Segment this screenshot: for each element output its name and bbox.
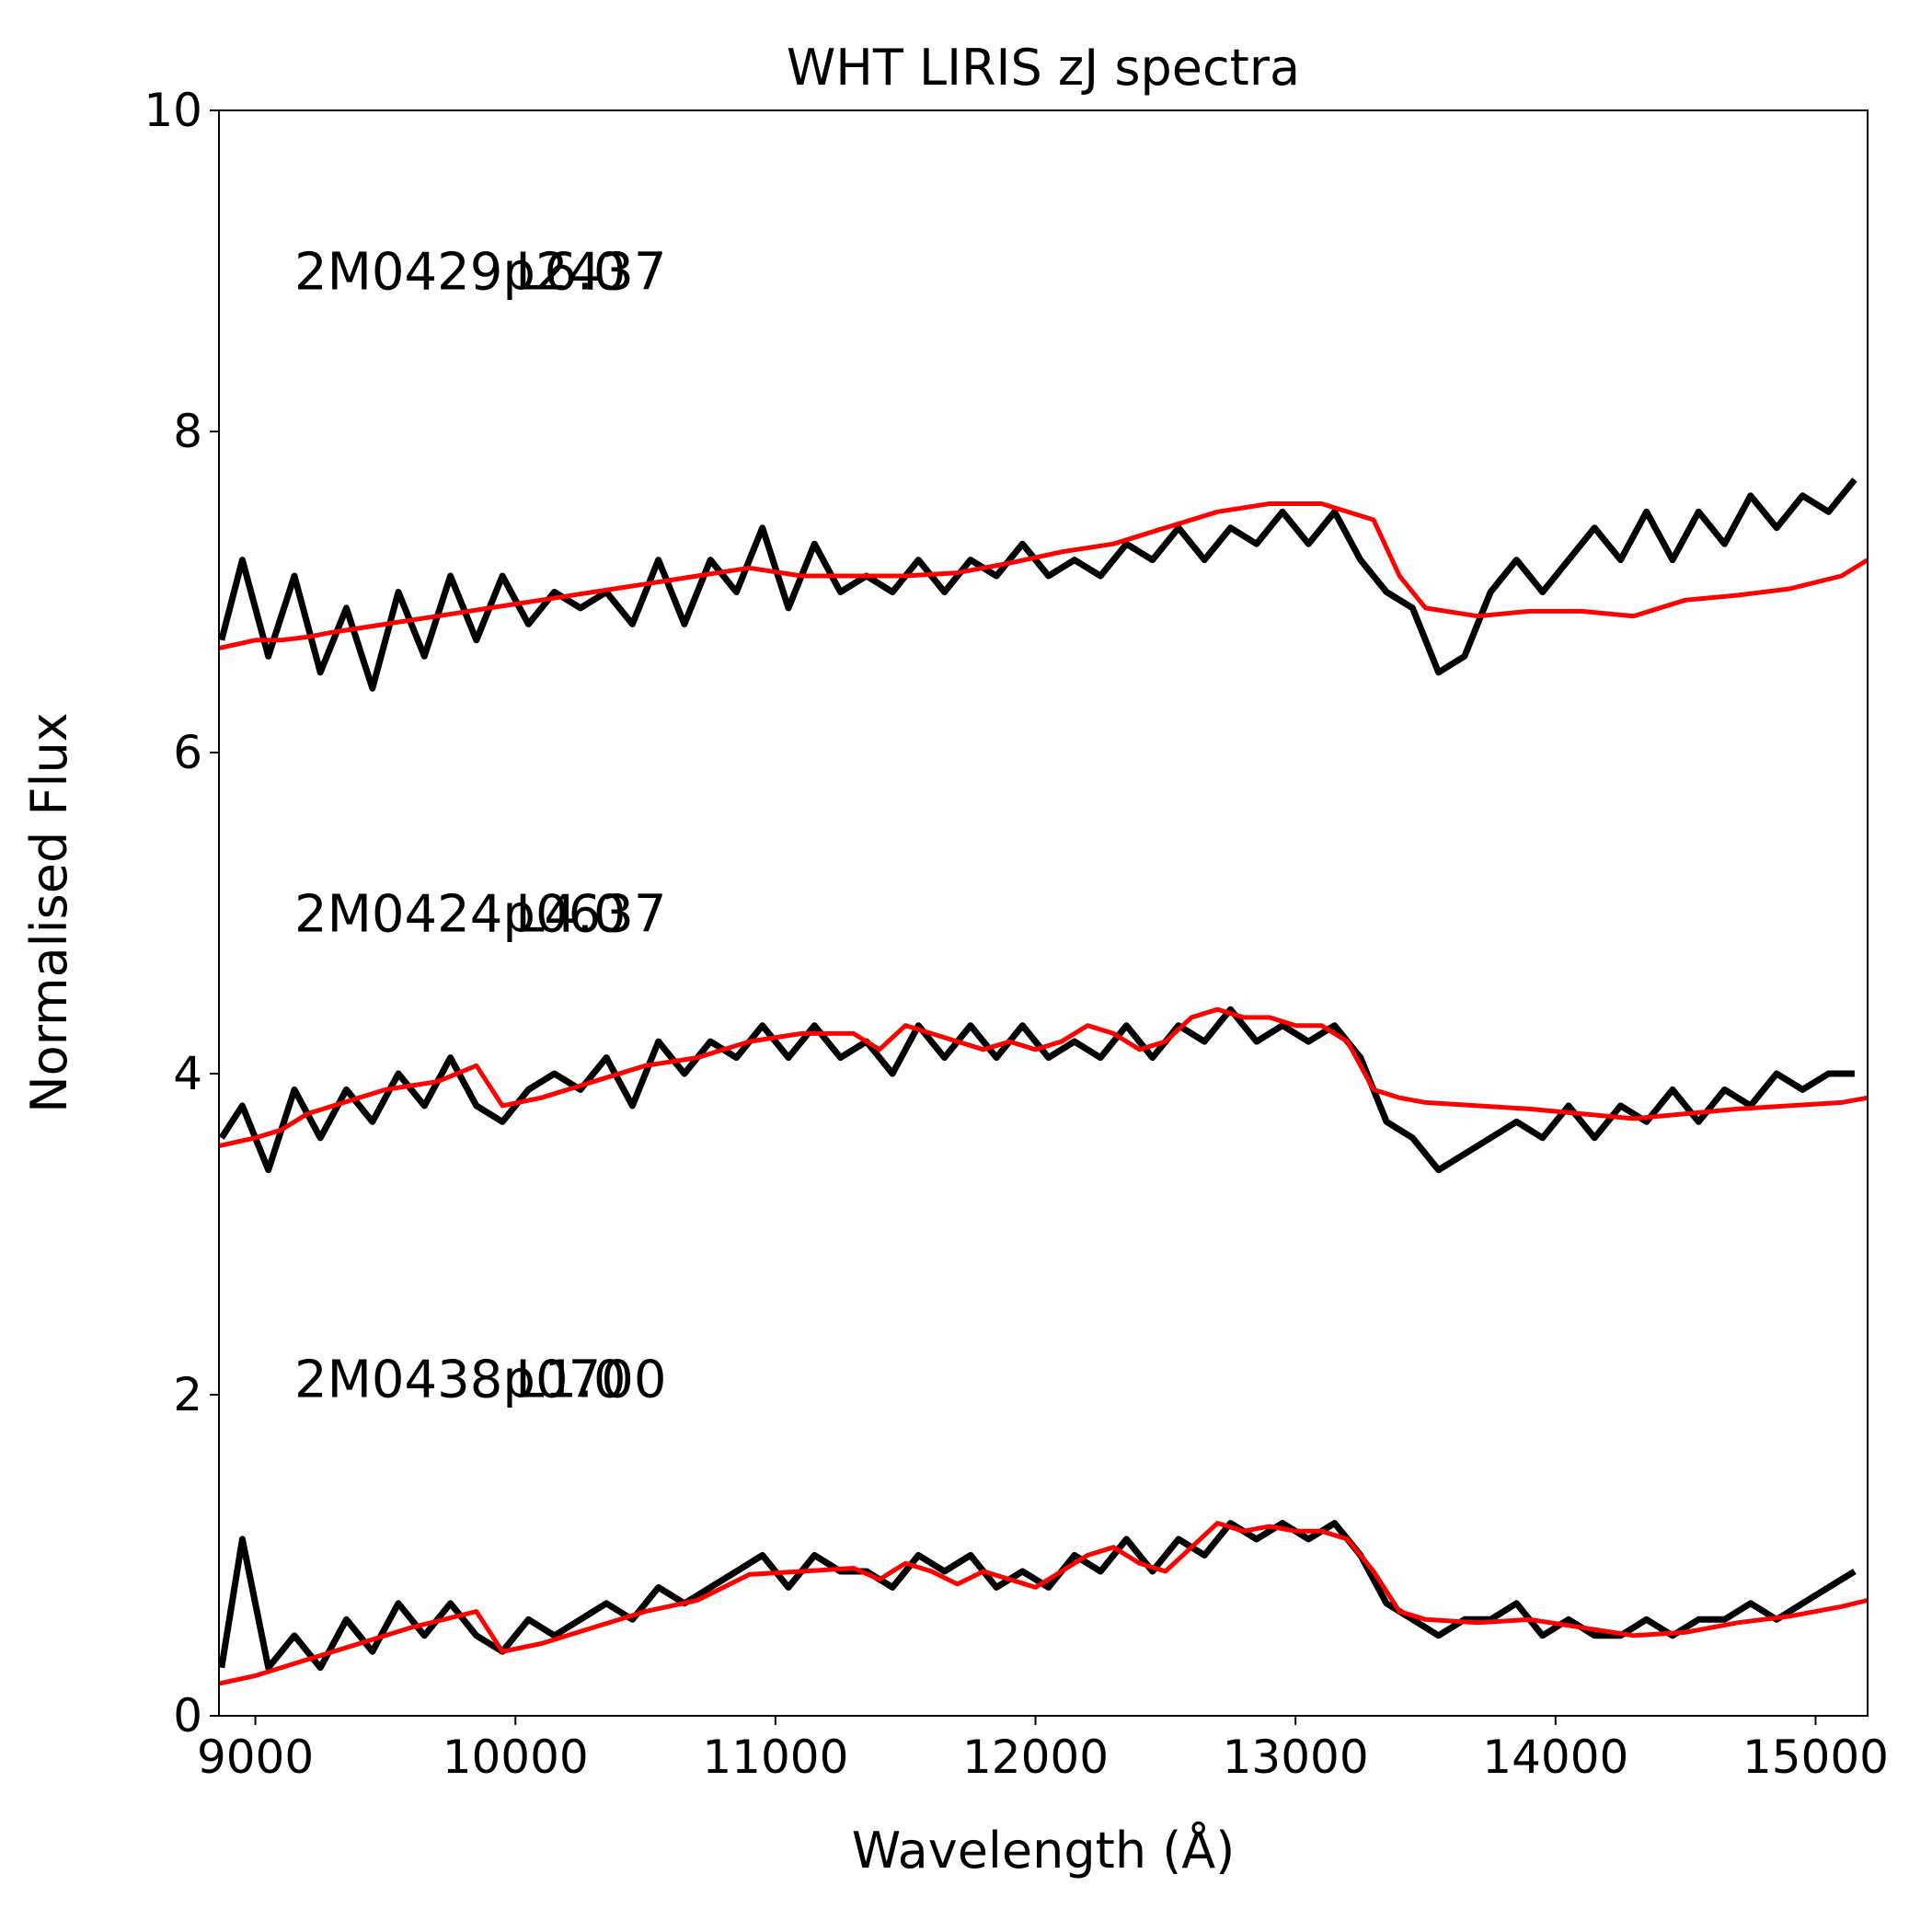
y-axis-label: Normalised Flux (20, 712, 78, 1112)
y-tick-label: 4 (173, 1047, 202, 1100)
template-spectrum-line-0 (219, 501, 1868, 651)
observed-spectrum-line-1 (219, 1006, 1855, 1174)
spectral-type-label: L6.0 (515, 243, 626, 303)
x-tick-label: 12000 (962, 1731, 1109, 1784)
object-name-label: 2M0438p0700 (294, 1351, 667, 1410)
x-tick-label: 9000 (197, 1731, 314, 1784)
template-spectrum-line-1 (219, 1006, 1868, 1148)
object-name-label: 2M0429p2437 (294, 243, 667, 303)
y-tick-label: 6 (173, 726, 202, 779)
x-tick-label: 14000 (1482, 1731, 1628, 1784)
observed-spectrum-line-2 (219, 1520, 1857, 1672)
plot-frame (218, 109, 1869, 1717)
template-spectrum-line-2 (219, 1521, 1868, 1686)
spectral-type-label: L1.0 (515, 1351, 626, 1410)
observed-spectrum-line-0 (219, 477, 1857, 692)
y-axis: 0 2 4 6 8 10 (144, 84, 219, 1742)
y-tick-label: 2 (173, 1368, 202, 1421)
x-tick-label: 11000 (702, 1731, 848, 1784)
chart-title: WHT LIRIS zJ spectra (787, 39, 1300, 97)
object-name-label: 2M0424p0637 (294, 885, 667, 945)
x-tick-label: 15000 (1742, 1731, 1889, 1784)
spectral-type-label: L4.0 (515, 885, 626, 945)
y-tick-label: 8 (173, 405, 202, 458)
y-tick-label: 10 (144, 84, 202, 137)
y-tick-label: 0 (173, 1689, 202, 1742)
x-axis: 9000 10000 11000 12000 13000 14000 15000 (197, 1716, 1889, 1784)
x-tick-label: 10000 (443, 1731, 589, 1784)
x-tick-label: 13000 (1223, 1731, 1369, 1784)
series-layer (219, 477, 1868, 1686)
x-axis-label: Wavelength (Å) (852, 1821, 1236, 1880)
